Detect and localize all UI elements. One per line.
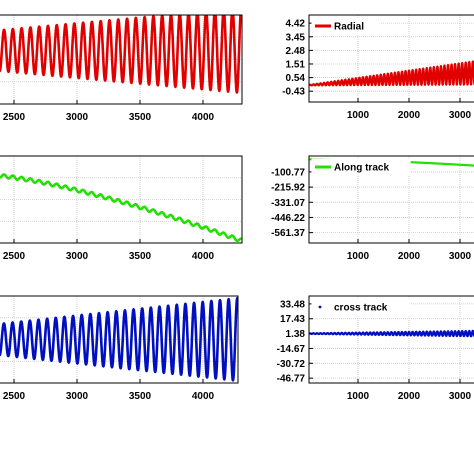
series-line-radial bbox=[309, 60, 474, 87]
y-tick-label: 33.48 bbox=[280, 299, 305, 310]
x-tick-label: 3500 bbox=[129, 391, 152, 402]
x-tick-label: 1000 bbox=[347, 251, 370, 262]
chart-panel-right-bottom: 1000 2000 3000 33.48 17.43 1.38 -14.67 -30.72 -4… bbox=[277, 295, 474, 402]
legend-box bbox=[311, 158, 411, 176]
x-tick-label: 2000 bbox=[398, 110, 421, 121]
y-tick-label: -331.07 bbox=[271, 198, 305, 209]
y-tick-label: 2.48 bbox=[286, 46, 306, 57]
series-line-cross-track bbox=[309, 329, 474, 338]
x-tick-label: 3500 bbox=[129, 112, 152, 123]
x-tick-label: 4000 bbox=[192, 251, 215, 262]
x-tick-label: 3000 bbox=[66, 391, 89, 402]
plot-frame bbox=[308, 155, 474, 244]
x-tick-label: 2000 bbox=[398, 251, 421, 262]
x-tick-label: 3000 bbox=[66, 251, 89, 262]
legend-box bbox=[311, 298, 411, 316]
legend: cross track bbox=[311, 298, 411, 316]
series-line-left-middle bbox=[0, 173, 242, 243]
x-tick-label: 3000 bbox=[449, 110, 472, 121]
x-tick-label: 4000 bbox=[192, 391, 215, 402]
x-tick-label: 3500 bbox=[129, 251, 152, 262]
legend: Radial bbox=[311, 17, 380, 35]
y-tick-label: -0.43 bbox=[282, 87, 305, 98]
y-tick-label: -446.22 bbox=[271, 213, 305, 224]
x-tick-label: 4000 bbox=[192, 112, 215, 123]
legend: Along track bbox=[311, 158, 411, 176]
y-tick-label: -14.67 bbox=[277, 344, 306, 355]
plot-frame bbox=[308, 295, 474, 384]
y-tick-label: 0.54 bbox=[286, 73, 306, 84]
x-tick-label: 2500 bbox=[3, 112, 26, 123]
legend-label: cross track bbox=[334, 303, 388, 314]
y-tick-label: -30.72 bbox=[277, 359, 306, 370]
x-tick-label: 3000 bbox=[449, 391, 472, 402]
y-tick-label: -215.92 bbox=[271, 183, 305, 194]
y-tick-label: 1.38 bbox=[286, 329, 306, 340]
chart-panel-right-middle: 1000 2000 3000 -100.77 -215.92 -331.07 -446.22… bbox=[271, 155, 474, 262]
x-tick-label: 2500 bbox=[3, 391, 26, 402]
y-tick-label: -100.77 bbox=[271, 167, 305, 178]
series-line-left-bottom bbox=[0, 296, 238, 382]
x-tick-label: 3000 bbox=[66, 112, 89, 123]
plot-frame bbox=[0, 14, 243, 105]
plot-frame bbox=[0, 155, 243, 244]
y-tick-label: -561.37 bbox=[271, 228, 305, 239]
y-tick-label: -46.77 bbox=[277, 374, 306, 385]
grid bbox=[0, 156, 242, 243]
chart-panel-left-top: 2500 3000 3500 4000 bbox=[0, 14, 243, 123]
chart-panel-left-middle: 2500 3000 3500 4000 bbox=[0, 155, 243, 262]
x-tick-label: 2500 bbox=[3, 251, 26, 262]
plot-frame bbox=[0, 295, 239, 384]
y-tick-label: 4.42 bbox=[286, 19, 306, 30]
chart-panel-right-top: 1000 2000 3000 4.42 3.45 2.48 1.51 0.54 -0.43 Rad… bbox=[282, 14, 474, 121]
plot-frame bbox=[308, 14, 474, 103]
legend-swatch bbox=[318, 305, 322, 309]
x-tick-label: 1000 bbox=[347, 110, 370, 121]
legend-label: Along track bbox=[334, 163, 389, 174]
series-line-left-top bbox=[0, 15, 242, 94]
x-tick-label: 1000 bbox=[347, 391, 370, 402]
legend-label: Radial bbox=[334, 22, 364, 33]
y-tick-label: 3.45 bbox=[286, 32, 306, 43]
chart-panel-left-bottom: 2500 3000 3500 4000 bbox=[0, 295, 239, 402]
y-tick-label: 1.51 bbox=[286, 59, 306, 70]
x-tick-label: 2000 bbox=[398, 391, 421, 402]
x-tick-label: 3000 bbox=[449, 251, 472, 262]
legend-box bbox=[311, 17, 380, 35]
y-tick-label: 17.43 bbox=[280, 314, 305, 325]
